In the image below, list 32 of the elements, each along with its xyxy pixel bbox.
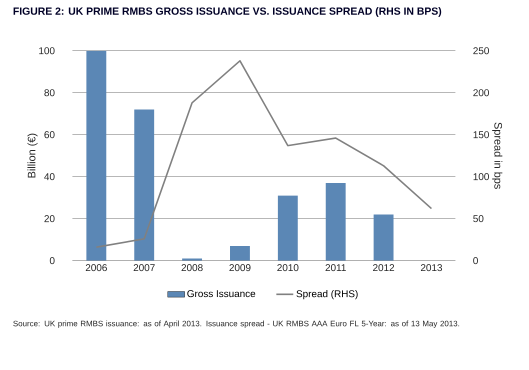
x-tick-label: 2010 — [277, 264, 298, 272]
y2-tick-label: 200 — [473, 89, 489, 96]
y2-tick-label: 250 — [473, 47, 489, 54]
y2-tick-label: 50 — [473, 215, 484, 222]
y-axis-title: Billion (€) — [27, 134, 38, 178]
y-tick-label: 40 — [44, 173, 55, 180]
x-tick-label: 2009 — [229, 264, 251, 272]
y-tick-label: 0 — [50, 257, 55, 264]
line-series — [96, 60, 432, 248]
y2-axis-title: Spread in bps — [492, 122, 502, 189]
x-tick-label: 2012 — [373, 264, 394, 272]
y-tick-label: 80 — [44, 89, 55, 96]
y2-tick-label: 100 — [474, 173, 489, 180]
x-tick-label: 2013 — [420, 264, 442, 272]
legend-label: Spread (RHS) — [296, 290, 358, 300]
y2-tick-label: 0 — [473, 257, 478, 264]
x-tick-label: 2008 — [182, 264, 203, 272]
y2-tick-label: 150 — [474, 131, 489, 138]
x-tick-label: 2006 — [86, 264, 107, 272]
y-tick-label: 100 — [39, 47, 55, 54]
bar — [134, 109, 154, 261]
chart-title: FIGURE 2: UK PRIME RMBS GROSS ISSUANCE VS. ISSUANCE SPREAD (RHS IN BPS) — [14, 7, 442, 17]
bar — [86, 50, 106, 261]
bar — [230, 246, 250, 261]
x-tick-label: 2011 — [326, 264, 346, 272]
bar — [278, 196, 298, 261]
legend-label: Gross Issuance — [187, 290, 256, 298]
y-tick-label: 60 — [44, 131, 55, 138]
x-tick-label: 2007 — [134, 264, 155, 272]
y-tick-label: 20 — [44, 215, 55, 222]
bar — [326, 182, 346, 261]
bar — [374, 214, 394, 261]
